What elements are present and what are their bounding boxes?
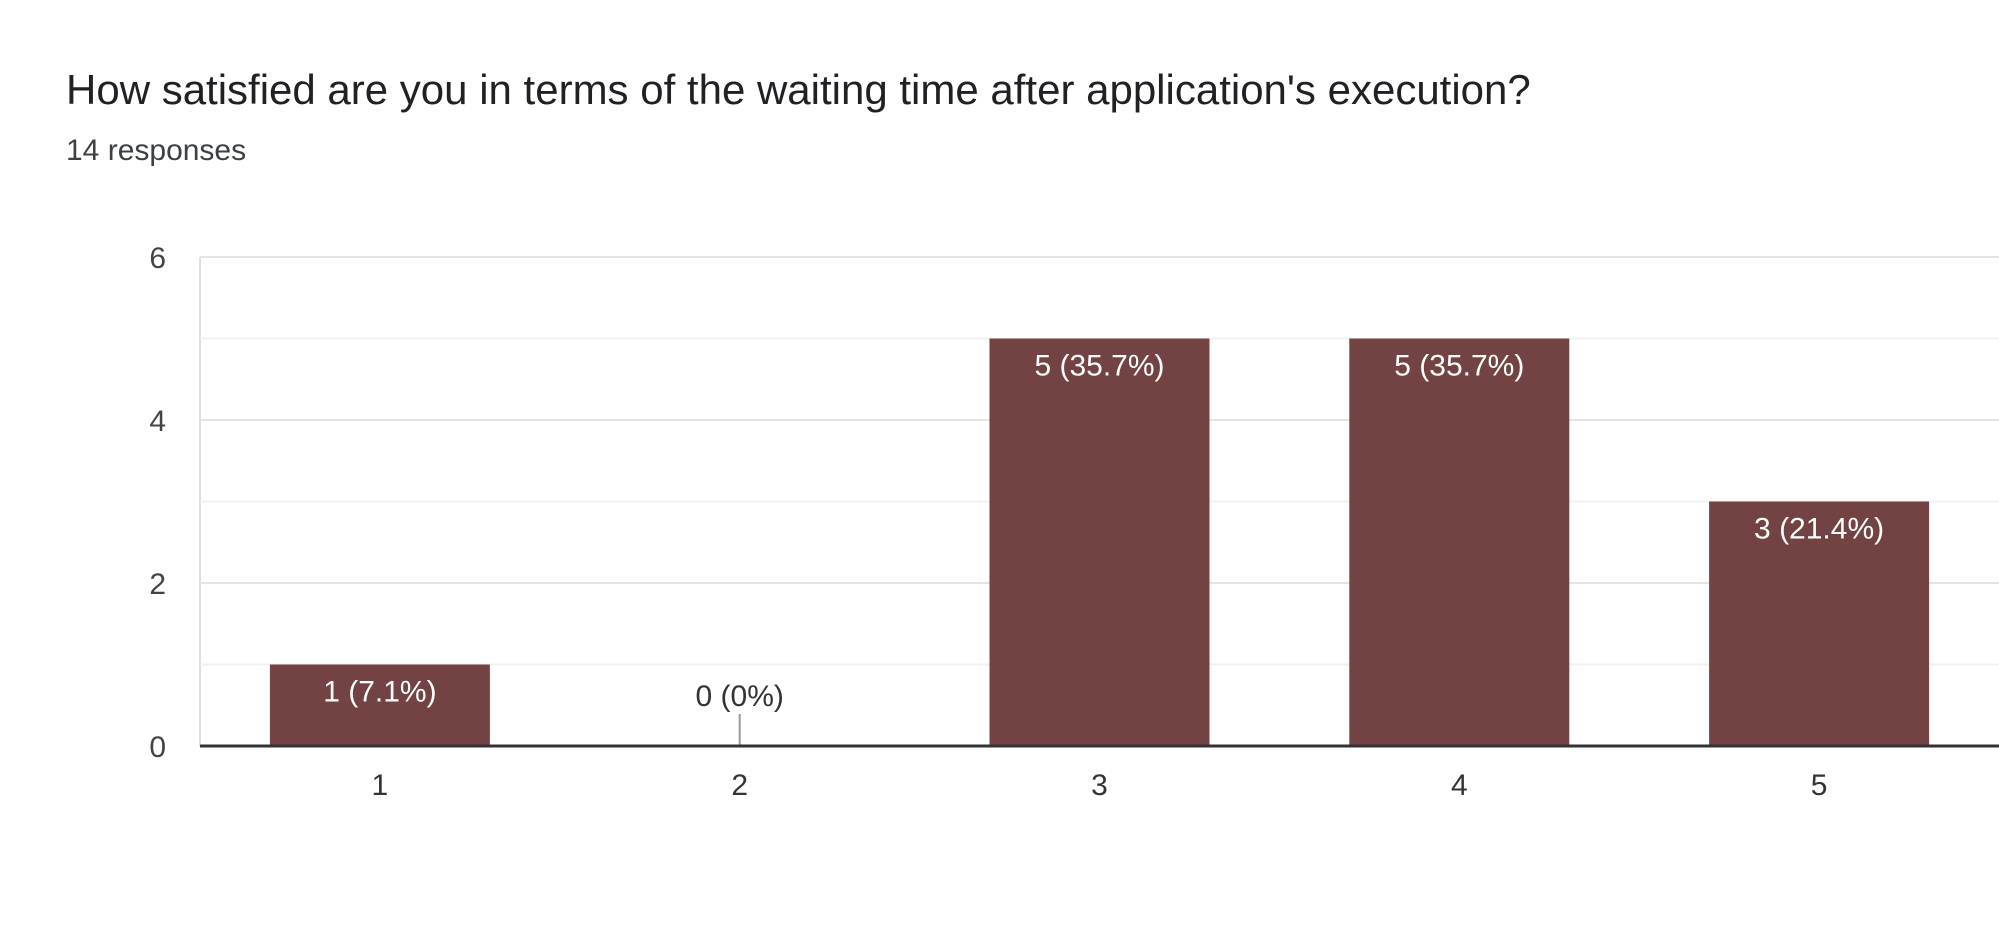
data-label: 5 (35.7%)	[1034, 350, 1164, 383]
y-tick-label: 2	[149, 568, 166, 601]
data-label: 3 (21.4%)	[1754, 513, 1884, 546]
bar	[989, 338, 1210, 746]
x-tick-label: 5	[1811, 769, 1828, 802]
x-tick-label: 1	[372, 769, 389, 802]
bar	[269, 664, 490, 746]
bar	[1349, 338, 1570, 746]
x-axis: 1 2 3 4 5	[200, 744, 1999, 802]
chart-title: How satisfied are you in terms of the wa…	[66, 66, 1531, 113]
data-label: 0 (0%)	[696, 680, 784, 713]
data-label: 1 (7.1%)	[323, 676, 436, 709]
x-tick-label: 4	[1451, 769, 1468, 802]
response-count: 14 responses	[66, 134, 247, 167]
y-axis: 0 2 4 6	[149, 242, 166, 764]
bar	[1709, 501, 1930, 746]
data-label: 5 (35.7%)	[1394, 350, 1524, 383]
y-tick-label: 6	[149, 242, 166, 275]
y-tick-label: 4	[149, 405, 166, 438]
x-tick-label: 2	[731, 769, 748, 802]
y-tick-label: 0	[149, 731, 166, 764]
bars: 1 (7.1%) 0 (0%) 5 (35.7%) 5 (35.7%) 3 (21.4%…	[269, 338, 1930, 746]
x-tick-label: 3	[1091, 769, 1108, 802]
